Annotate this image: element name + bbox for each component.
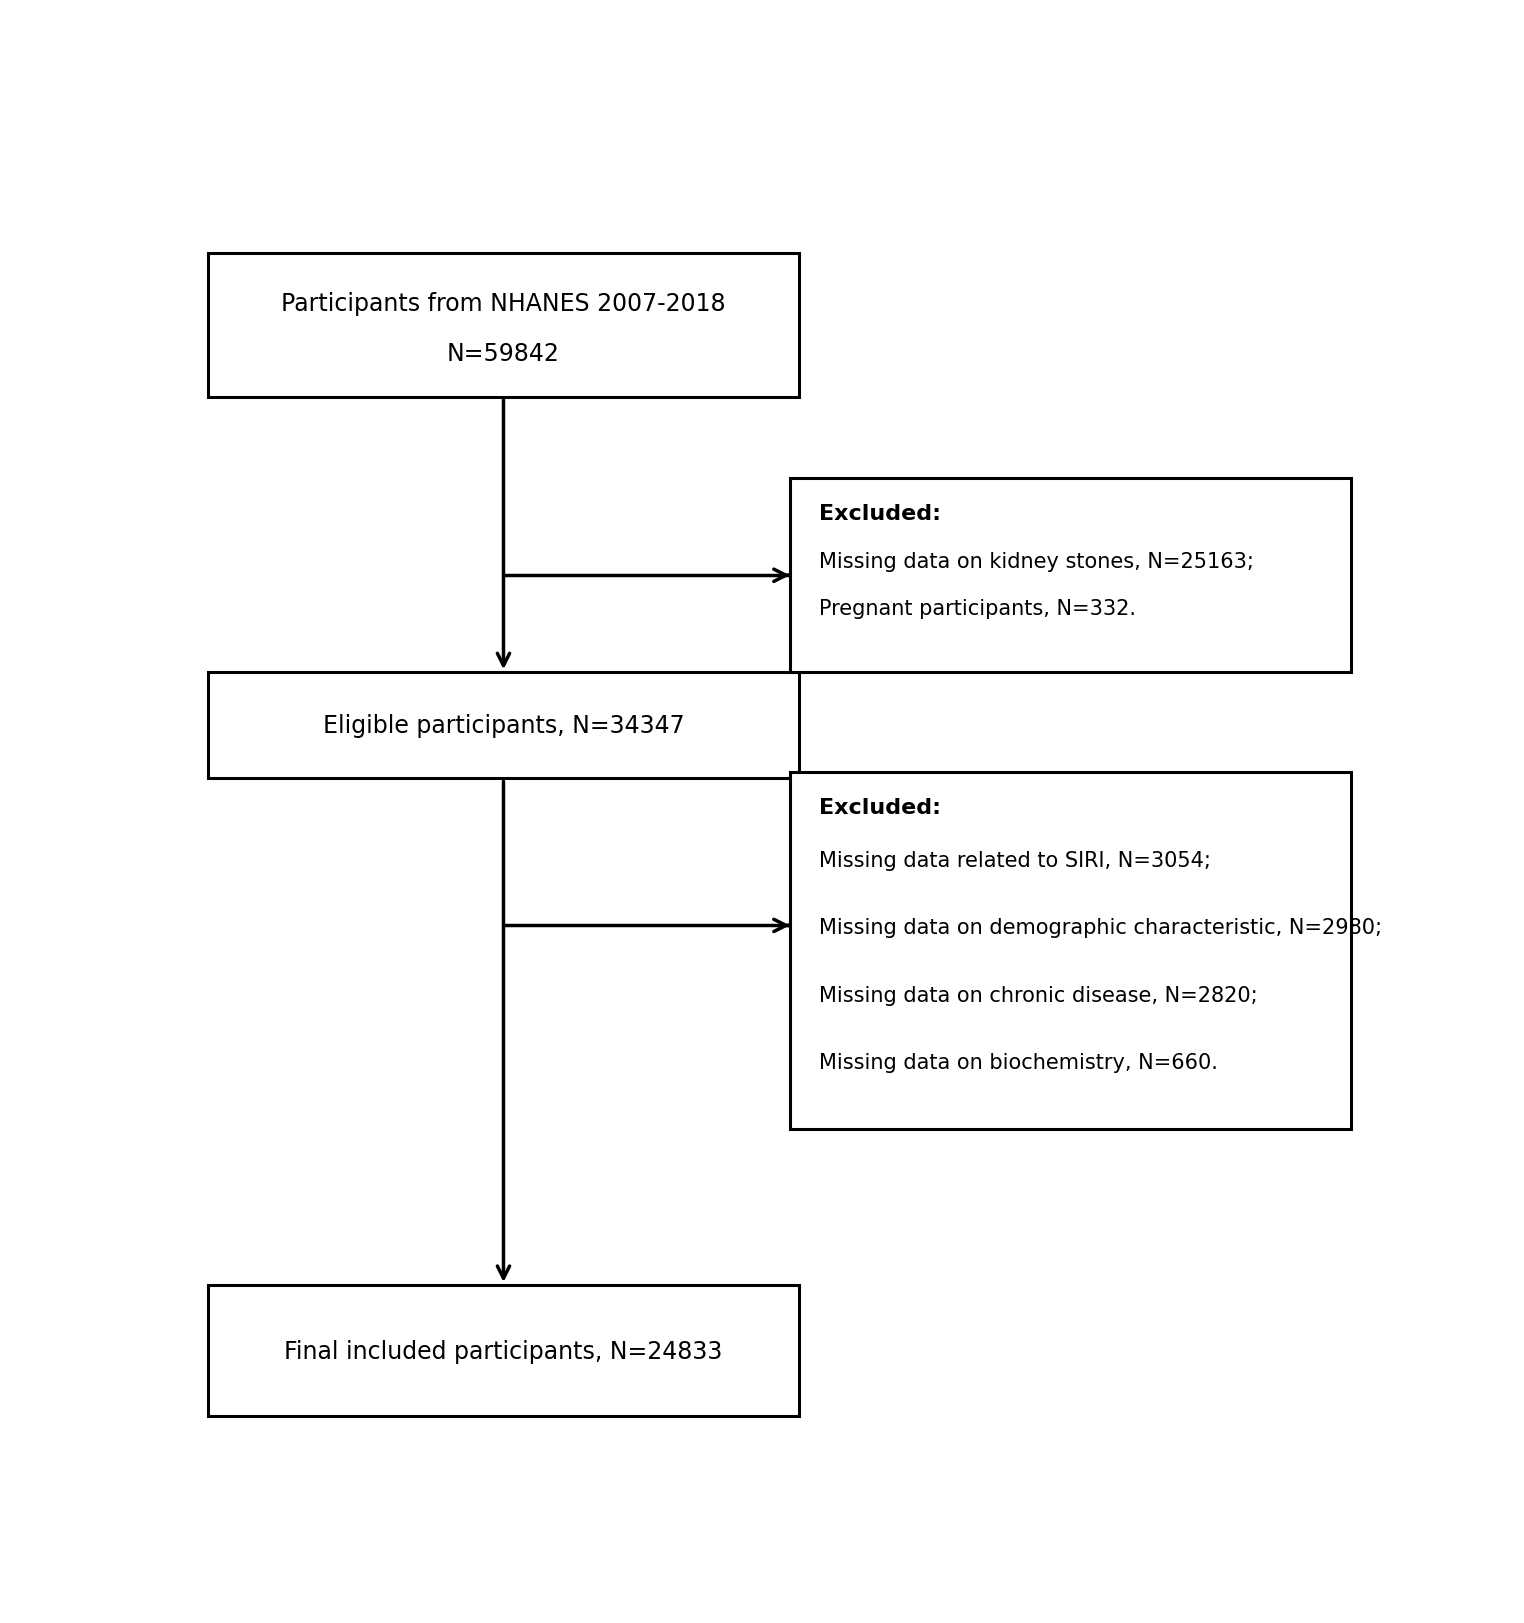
- Bar: [209, 1285, 799, 1417]
- Text: Eligible participants, N=34347: Eligible participants, N=34347: [323, 714, 684, 738]
- Bar: [209, 255, 799, 398]
- Text: Participants from NHANES 2007-2018: Participants from NHANES 2007-2018: [282, 292, 725, 315]
- Text: Pregnant participants, N=332.: Pregnant participants, N=332.: [820, 599, 1137, 618]
- Text: Missing data on chronic disease, N=2820;: Missing data on chronic disease, N=2820;: [820, 985, 1257, 1005]
- Bar: [789, 773, 1350, 1130]
- Text: Missing data on kidney stones, N=25163;: Missing data on kidney stones, N=25163;: [820, 552, 1254, 571]
- Text: N=59842: N=59842: [447, 341, 559, 365]
- Text: Missing data on biochemistry, N=660.: Missing data on biochemistry, N=660.: [820, 1053, 1218, 1073]
- Bar: [789, 479, 1350, 674]
- Text: Excluded:: Excluded:: [820, 505, 942, 524]
- Bar: [209, 674, 799, 779]
- Text: Missing data related to SIRI, N=3054;: Missing data related to SIRI, N=3054;: [820, 850, 1212, 870]
- Text: Missing data on demographic characteristic, N=2980;: Missing data on demographic characterist…: [820, 917, 1382, 938]
- Text: Excluded:: Excluded:: [820, 799, 942, 818]
- Text: Final included participants, N=24833: Final included participants, N=24833: [285, 1339, 722, 1363]
